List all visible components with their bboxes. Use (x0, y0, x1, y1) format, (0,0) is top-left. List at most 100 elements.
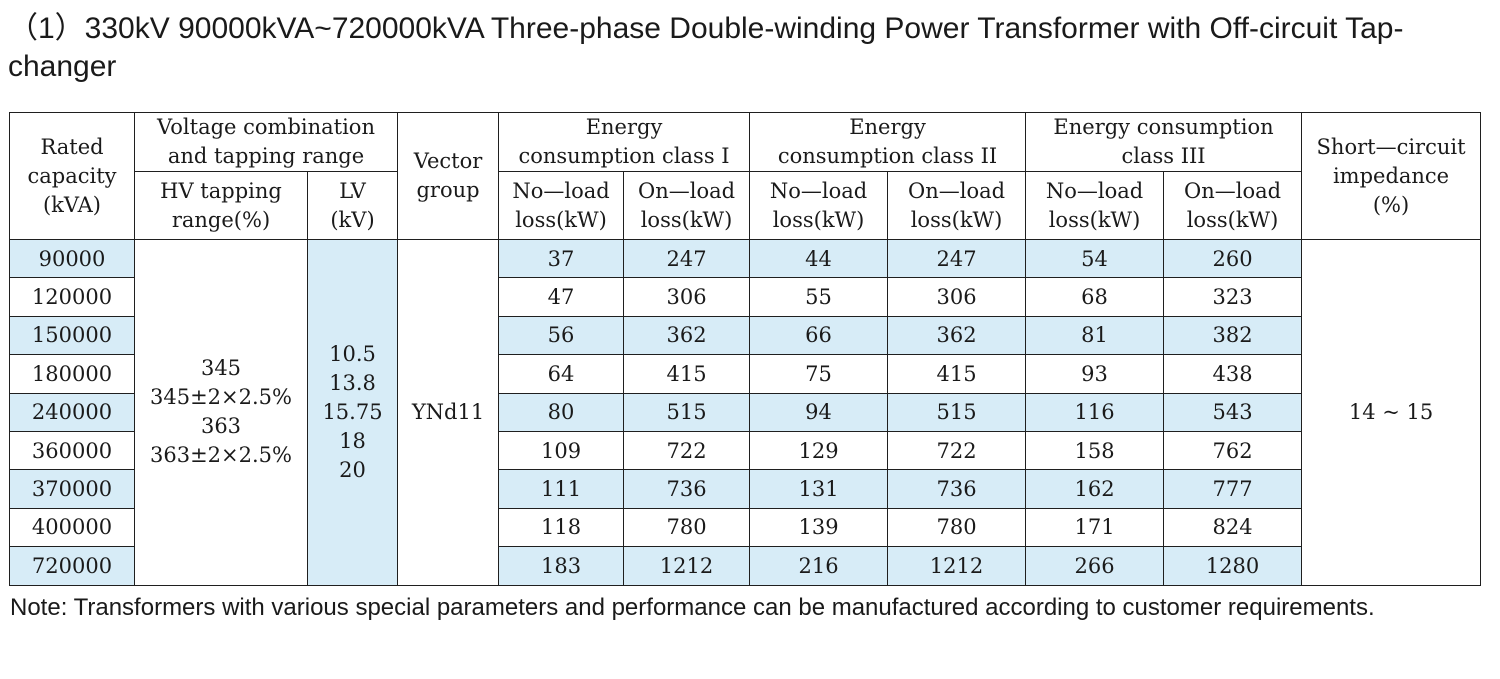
header-c1-on-load: On—load loss(kW) (623, 171, 751, 240)
c1-on-load-cell: 736 (623, 469, 751, 509)
c3-no-load-cell: 68 (1025, 277, 1165, 317)
table-row: 400000 118 780 139 780 171 824 (9, 507, 1481, 548)
c2-no-load-cell: 55 (749, 277, 889, 317)
capacity-cell: 90000 (9, 238, 135, 279)
c3-no-load-cell: 158 (1025, 430, 1165, 471)
c1-no-load-cell: 109 (498, 430, 625, 471)
table-row: 360000 109 722 129 722 158 762 (9, 430, 1481, 471)
c1-no-load-cell: 37 (498, 238, 625, 279)
table-row: 90000 345 345±2×2.5% 363 363±2×2.5% 10.5… (9, 238, 1482, 586)
header-text: Voltage combination (157, 115, 375, 139)
hv-tapping-value: 345±2×2.5% (150, 385, 292, 410)
lv-value: 20 (339, 457, 366, 482)
header-text: loss(kW) (1048, 207, 1141, 232)
c1-no-load-cell: 47 (498, 277, 625, 317)
header-text: On—load (907, 178, 1006, 203)
capacity-cell: 180000 (9, 354, 135, 394)
header-text: Rated (40, 134, 104, 159)
c1-on-load-cell: 415 (623, 354, 751, 394)
header-rated-capacity: Rated capacity (kVA) (9, 112, 135, 240)
c1-on-load-cell: 1212 (623, 546, 751, 586)
c3-no-load-cell: 116 (1025, 392, 1165, 432)
c3-no-load-cell: 93 (1025, 354, 1165, 394)
header-text: loss(kW) (910, 207, 1003, 232)
lv-value: 18 (339, 428, 366, 453)
header-class-2: Energy consumption class II (749, 112, 1027, 172)
table-row: 370000 111 736 131 736 162 777 (9, 469, 1481, 509)
c1-on-load-cell: 247 (623, 238, 751, 279)
c2-on-load-cell: 415 (887, 354, 1027, 394)
table-row: 180000 64 415 75 415 93 438 (9, 354, 1481, 394)
c2-no-load-cell: 66 (749, 315, 889, 356)
capacity-cell: 360000 (9, 430, 135, 471)
lv-cell: 10.5 13.8 15.75 18 20 (306, 239, 399, 586)
lv-value: 15.75 (322, 399, 383, 424)
c1-no-load-cell: 183 (498, 546, 625, 586)
header-text: class III (1121, 144, 1206, 168)
c1-no-load-cell: 80 (498, 392, 625, 432)
c3-on-load-cell: 382 (1163, 315, 1303, 356)
header-text: loss(kW) (640, 207, 733, 232)
header-lv: LV (kV) (306, 171, 399, 240)
hv-tapping-value: 345 (200, 356, 242, 381)
c1-on-load-cell: 780 (623, 507, 751, 548)
vector-group-cell: YNd11 (397, 239, 500, 586)
header-class-1: Energy consumption class I (498, 112, 751, 172)
header-text: Energy consumption (1053, 115, 1274, 139)
header-text: Energy (585, 115, 663, 139)
c1-on-load-cell: 306 (623, 277, 751, 317)
c1-no-load-cell: 118 (498, 507, 625, 548)
c3-on-load-cell: 323 (1163, 277, 1303, 317)
capacity-cell: 720000 (9, 546, 135, 586)
header-c3-no-load: No—load loss(kW) (1025, 171, 1165, 240)
header-c1-no-load: No—load loss(kW) (498, 171, 625, 240)
c3-on-load-cell: 777 (1163, 469, 1303, 509)
hv-tapping-value: 363 (200, 414, 242, 439)
c1-on-load-cell: 362 (623, 315, 751, 356)
capacity-cell: 120000 (9, 277, 135, 317)
transformer-spec-table: Rated capacity (kVA) Voltage combination… (9, 112, 1482, 586)
c3-on-load-cell: 260 (1163, 238, 1303, 279)
header-short-circuit: Short—circuit impedance (%) (1301, 112, 1482, 240)
c3-on-load-cell: 543 (1163, 392, 1303, 432)
header-text: and tapping range (167, 144, 365, 168)
hv-tapping-cell: 345 345±2×2.5% 363 363±2×2.5% (134, 239, 308, 586)
header-text: No—load (512, 178, 610, 203)
header-class-3: Energy consumption class III (1025, 112, 1303, 172)
c3-no-load-cell: 81 (1025, 315, 1165, 356)
header-text: capacity (27, 163, 117, 188)
table-row: 720000 183 1212 216 1212 266 1280 (9, 546, 1481, 586)
header-text: loss(kW) (772, 207, 865, 232)
c1-no-load-cell: 111 (498, 469, 625, 509)
table-row: 240000 80 515 94 515 116 543 (9, 392, 1481, 432)
c2-on-load-cell: 362 (887, 315, 1027, 356)
header-voltage-combination: Voltage combination and tapping range (133, 112, 399, 172)
header-text: impedance (1332, 163, 1450, 188)
header-text: loss(kW) (1186, 207, 1279, 232)
header-row-2: HV tapping range(%) LV (kV) No—load loss… (10, 171, 1481, 240)
header-text: (kVA) (42, 192, 102, 217)
header-c2-no-load: No—load loss(kW) (749, 171, 889, 240)
c3-no-load-cell: 266 (1025, 546, 1165, 586)
header-hv-tapping: HV tapping range(%) (134, 171, 308, 240)
header-text: group (416, 178, 480, 202)
c1-no-load-cell: 64 (498, 354, 625, 394)
c2-no-load-cell: 44 (749, 238, 889, 279)
c2-no-load-cell: 131 (749, 469, 889, 509)
header-c3-on-load: On—load loss(kW) (1163, 171, 1303, 240)
c2-on-load-cell: 780 (887, 507, 1027, 548)
header-text: (kV) (330, 207, 375, 232)
header-text: No—load (1045, 178, 1144, 203)
header-row-1: Rated capacity (kVA) Voltage combination… (9, 112, 1482, 240)
footnote: Note: Transformers with various special … (10, 594, 1375, 621)
c3-on-load-cell: 762 (1163, 430, 1303, 471)
c2-no-load-cell: 129 (749, 430, 889, 471)
c3-on-load-cell: 1280 (1163, 546, 1303, 586)
capacity-cell: 370000 (9, 469, 135, 509)
c1-on-load-cell: 722 (623, 430, 751, 471)
header-text: HV tapping (160, 178, 282, 203)
c2-no-load-cell: 139 (749, 507, 889, 548)
c1-on-load-cell: 515 (623, 392, 751, 432)
table-row: 150000 56 362 66 362 81 382 (9, 315, 1481, 356)
lv-value: 10.5 (329, 341, 376, 366)
